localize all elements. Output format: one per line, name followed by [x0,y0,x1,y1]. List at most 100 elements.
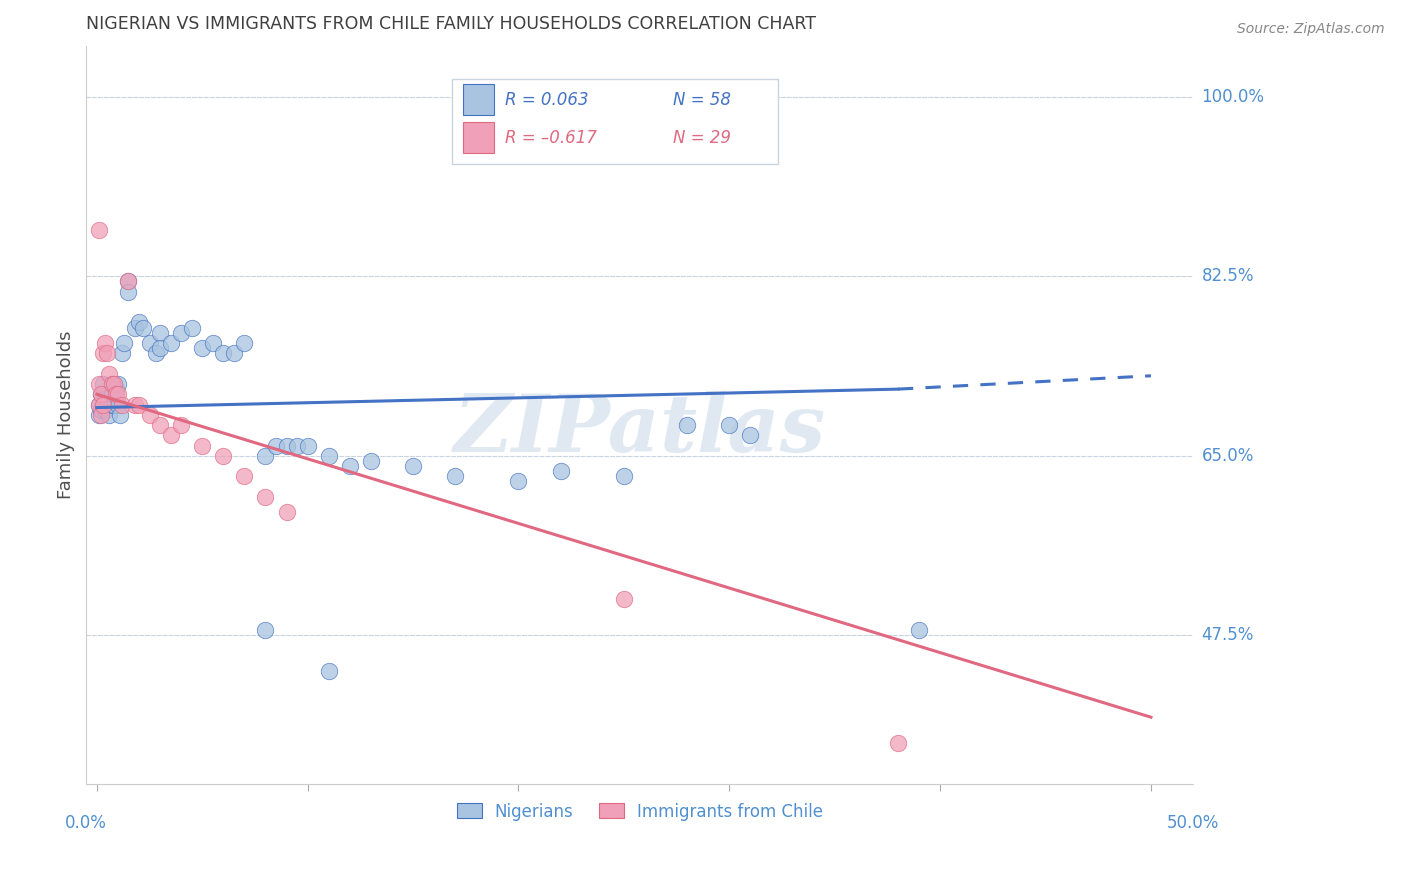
Point [98,367,121,381]
Point [887,736,910,750]
Point [676,417,699,432]
Point [103,376,125,391]
Point [297,438,319,452]
Point [740,428,762,442]
Text: 100.0%: 100.0% [1202,88,1264,106]
Point [87,223,110,237]
Text: 0.0%: 0.0% [65,814,107,832]
Point [908,623,931,637]
Point [508,475,530,489]
Point [276,438,298,452]
Point [550,464,572,478]
Point [201,336,224,351]
Point [107,387,129,401]
Text: NIGERIAN VS IMMIGRANTS FROM CHILE FAMILY HOUSEHOLDS CORRELATION CHART: NIGERIAN VS IMMIGRANTS FROM CHILE FAMILY… [86,15,817,33]
Point [94,336,117,351]
Point [212,449,235,463]
FancyBboxPatch shape [451,78,778,164]
Point [90,387,112,401]
Point [90,408,112,422]
Point [87,397,110,411]
Text: 50.0%: 50.0% [1167,814,1219,832]
Point [212,346,235,360]
Text: ZIPatlas: ZIPatlas [454,391,825,468]
Text: 47.5%: 47.5% [1202,626,1254,644]
Point [254,490,277,504]
Point [128,397,150,411]
Point [94,392,117,407]
Text: 82.5%: 82.5% [1202,268,1254,285]
Point [117,275,139,289]
Point [360,454,382,468]
Point [104,382,127,396]
Point [117,275,139,289]
Point [117,285,139,299]
Point [90,387,112,401]
Point [124,397,146,411]
Point [96,387,118,401]
Point [159,428,181,442]
Point [339,458,361,473]
Point [91,346,114,360]
Point [103,376,125,391]
Text: N = 29: N = 29 [673,129,731,147]
Point [87,397,110,411]
Point [159,336,181,351]
Point [149,326,172,340]
Point [108,408,131,422]
Point [107,376,129,391]
Point [170,417,193,432]
Point [254,623,277,637]
Point [94,402,117,417]
FancyBboxPatch shape [463,84,494,115]
Point [100,387,122,401]
Point [191,438,214,452]
Point [96,397,118,411]
Point [254,449,277,463]
Text: N = 58: N = 58 [673,91,731,109]
Text: Source: ZipAtlas.com: Source: ZipAtlas.com [1237,22,1385,37]
Point [103,397,125,411]
Point [100,397,122,411]
Point [138,408,160,422]
Point [264,438,287,452]
Point [98,408,121,422]
FancyBboxPatch shape [463,122,494,153]
Point [191,341,214,355]
Point [107,397,129,411]
Point [149,417,172,432]
Point [87,408,110,422]
Point [145,346,167,360]
Point [104,387,127,401]
Point [285,438,308,452]
Point [124,320,146,334]
Point [87,376,110,391]
Legend: Nigerians, Immigrants from Chile: Nigerians, Immigrants from Chile [450,796,830,827]
Point [91,397,114,411]
Point [111,346,134,360]
Point [112,336,135,351]
Point [233,336,256,351]
Point [149,341,172,355]
Point [138,336,160,351]
Y-axis label: Family Households: Family Households [58,331,75,499]
Point [96,346,118,360]
Point [98,397,121,411]
Point [128,316,150,330]
Point [91,397,114,411]
Point [132,320,155,334]
Text: 65.0%: 65.0% [1202,447,1254,465]
Point [100,376,122,391]
Point [91,376,114,391]
Point [613,469,636,483]
Point [318,449,340,463]
Point [111,397,134,411]
Point [170,326,193,340]
Point [444,469,467,483]
Point [90,402,112,417]
Point [233,469,256,483]
Text: R = 0.063: R = 0.063 [505,91,588,109]
Point [180,320,202,334]
Text: R = –0.617: R = –0.617 [505,129,596,147]
Point [276,505,298,519]
